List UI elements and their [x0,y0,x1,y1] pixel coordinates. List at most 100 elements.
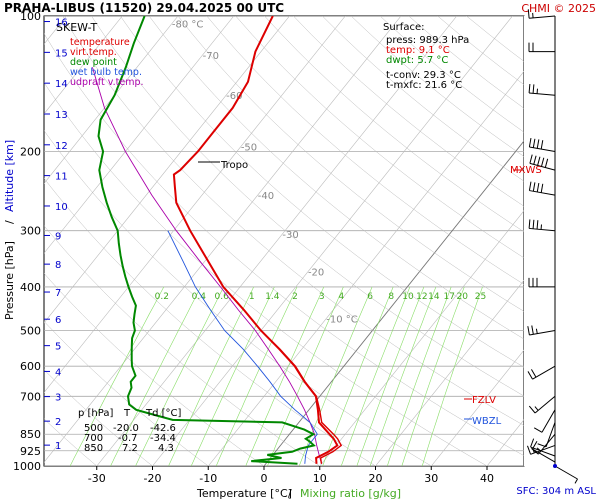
wind-barb-flag [527,371,533,380]
isotherm-line [44,16,346,394]
altitude-tick-label: 7 [55,288,61,299]
dry-adiabat-line [44,369,153,466]
diagram-label: SKEW-T [56,21,98,34]
mixing-ratio-label: 0.2 [155,292,169,302]
mixing-ratio-line [421,286,483,466]
chart-title: PRAHA-LIBUS (11520) 29.04.2025 00 UTC [4,1,284,15]
isotherm-label: -40 [258,191,274,202]
temperature-tick-label: 30 [424,472,438,485]
y-axis-label-sep: / [3,220,16,224]
legend-item: udpraft v.temp. [70,77,144,88]
altitude-tick-label: 12 [55,141,68,152]
wind-barb-flag [528,219,531,229]
dry-adiabat-line [206,16,524,285]
surface-dwpt: dwpt: 5.7 °C [386,55,448,66]
temperature-tick-label: -10 [199,472,217,485]
wind-barb-flag [529,154,533,164]
x-axis-label-temperature: Temperature [°C] [196,487,292,500]
altitude-tick-label: 4 [55,367,61,378]
wind-barb-staff [532,448,556,463]
temperature-tick-label: -20 [144,472,162,485]
pressure-tick-label: 600 [20,360,41,373]
isotherm-label: -60 [226,91,242,102]
wind-barb-staff [529,92,556,96]
mixing-ratio-label: 12 [416,292,427,302]
wind-barb-staff [554,465,578,480]
mixing-ratio-label: 0.6 [214,292,229,302]
wind-barb-flag [527,445,532,455]
wind-barb-flag [532,84,535,94]
altitude-tick-label: 9 [55,231,61,242]
altitude-tick-label: 13 [55,110,68,121]
dry-adiabat-line [62,16,524,426]
temperature-tick-label: 20 [369,472,383,485]
dry-adiabat-line [235,16,524,259]
mixing-ratio-line [135,286,224,466]
altitude-tick-label: 6 [55,315,61,326]
isotherm-line [44,16,179,184]
wind-barb-half-flag [574,478,578,484]
wind-barb-flag [536,182,540,193]
level-table-cell: 700 [84,433,103,444]
pressure-tick-label: 400 [20,281,41,294]
y-axis-label-pressure: Pressure [hPa] [3,241,16,320]
mixing-ratio-line [369,286,437,466]
dry-adiabat-line [44,272,265,466]
wind-barb-staff [541,409,556,433]
altitude-tick-label: 3 [55,393,61,404]
annotations: Tropo MXWS FZLV WBZL SFC: 304 m ASL [198,160,596,497]
altitude-tick-label: 2 [55,417,61,428]
altitude-tick-label: 1 [55,441,61,452]
wind-barb-flag [540,140,544,150]
dry-adiabat-line [91,16,524,397]
mixing-ratio-label: 20 [457,292,469,302]
wind-barb-flag [540,183,544,193]
wind-barb-staff [529,330,556,336]
temperature-line [172,16,339,464]
mixing-ratio-line [322,286,394,466]
isotherm-line [0,16,11,466]
isotherm-label: -30 [282,230,298,241]
pressure-tick-label: 1000 [13,460,41,473]
isotherm-line [44,16,123,115]
temperature-tick-label: 10 [313,472,327,485]
level-table-cell: -34.4 [150,433,176,444]
dry-adiabat-line [264,16,524,233]
level-table: p [hPa] T Td [°C] 500 -20.0 -42.6 700 -0… [78,408,182,454]
mixing-ratio-label: 17 [444,292,455,302]
wind-barb-flag [531,325,534,335]
mixing-ratio-label: 3 [319,292,325,302]
surface-wind-dot [553,464,557,468]
altitude-tick-label: 5 [55,342,61,353]
mixing-ratio-line [387,286,452,466]
isotherm-line [208,70,524,466]
wind-barb-staff [545,422,556,447]
wind-barb-flag [544,158,549,168]
wind-barb-staff [530,446,556,457]
dry-adiabat-line [44,418,97,466]
wind-barb-half-flag [536,447,542,452]
level-table-cell: -0.7 [118,433,138,444]
level-table-header-td: Td [°C] [145,408,182,419]
pressure-tick-label: 300 [20,225,41,238]
mixing-ratio-label: 1 [249,292,255,302]
isotherm-line [431,349,524,466]
pressure-tick-label: 850 [20,428,41,441]
level-table-cell: -42.6 [150,423,176,434]
mixing-ratio-label: 0.4 [192,292,207,302]
wind-barb-flag [540,157,545,167]
credit-label: CHMI © 2025 [521,2,596,15]
level-table-cell: 850 [84,443,103,454]
dry-adiabat-line [44,130,432,466]
mixing-ratio-line [245,286,325,466]
altitude-tick-label: 10 [55,202,68,213]
wind-barb-flag [536,139,540,149]
isotherm-label: -20 [308,268,324,279]
level-table-cell: 4.3 [158,443,174,454]
dry-adiabat-line [44,320,209,466]
mxws-label: MXWS [510,165,542,176]
altitude-tick-label: 16 [55,18,68,29]
x-axis-label-mixing-ratio: Mixing ratio [g/kg] [300,487,401,500]
wind-barb-half-flag [534,406,539,411]
